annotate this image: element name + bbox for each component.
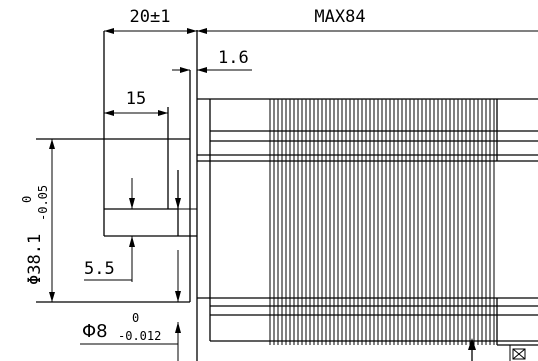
dim-flat-length-label: 15 [126,89,146,109]
dim-flat-arrow [175,170,181,209]
connector-symbol [512,348,526,360]
section-arrow [468,338,476,361]
dim-body-length-label: MAX84 [314,7,365,27]
dim-shaft-diameter: Φ8 0 -0.012 [80,250,181,361]
dim-flat-depth: 5.5 [84,178,135,282]
shaft-outline [36,31,197,303]
cooling-fins [269,99,538,361]
dim-flat-length: 15 [104,89,168,116]
dim-shaft-diameter-upper: 0 [132,311,139,325]
dim-shaft-diameter-label: Φ8 [82,321,108,342]
dim-boss-diameter-lower: -0.05 [36,185,50,221]
dim-flange-thickness-label: 1.6 [218,48,249,68]
dim-shaft-diameter-lower: -0.012 [118,329,161,343]
dim-shaft-length: 20±1 [104,7,197,34]
dim-body-length: MAX84 [197,7,538,34]
dim-boss-diameter-upper: 0 [20,196,34,203]
dim-boss-diameter-label: Φ38.1 [25,234,45,285]
dim-shaft-length-label: 20±1 [130,7,171,27]
dim-boss-diameter: Φ38.1 0 -0.05 [20,139,55,302]
dim-flange-thickness: 1.6 [172,48,252,73]
motor-outline [196,30,538,361]
dim-flat-depth-label: 5.5 [84,259,115,279]
